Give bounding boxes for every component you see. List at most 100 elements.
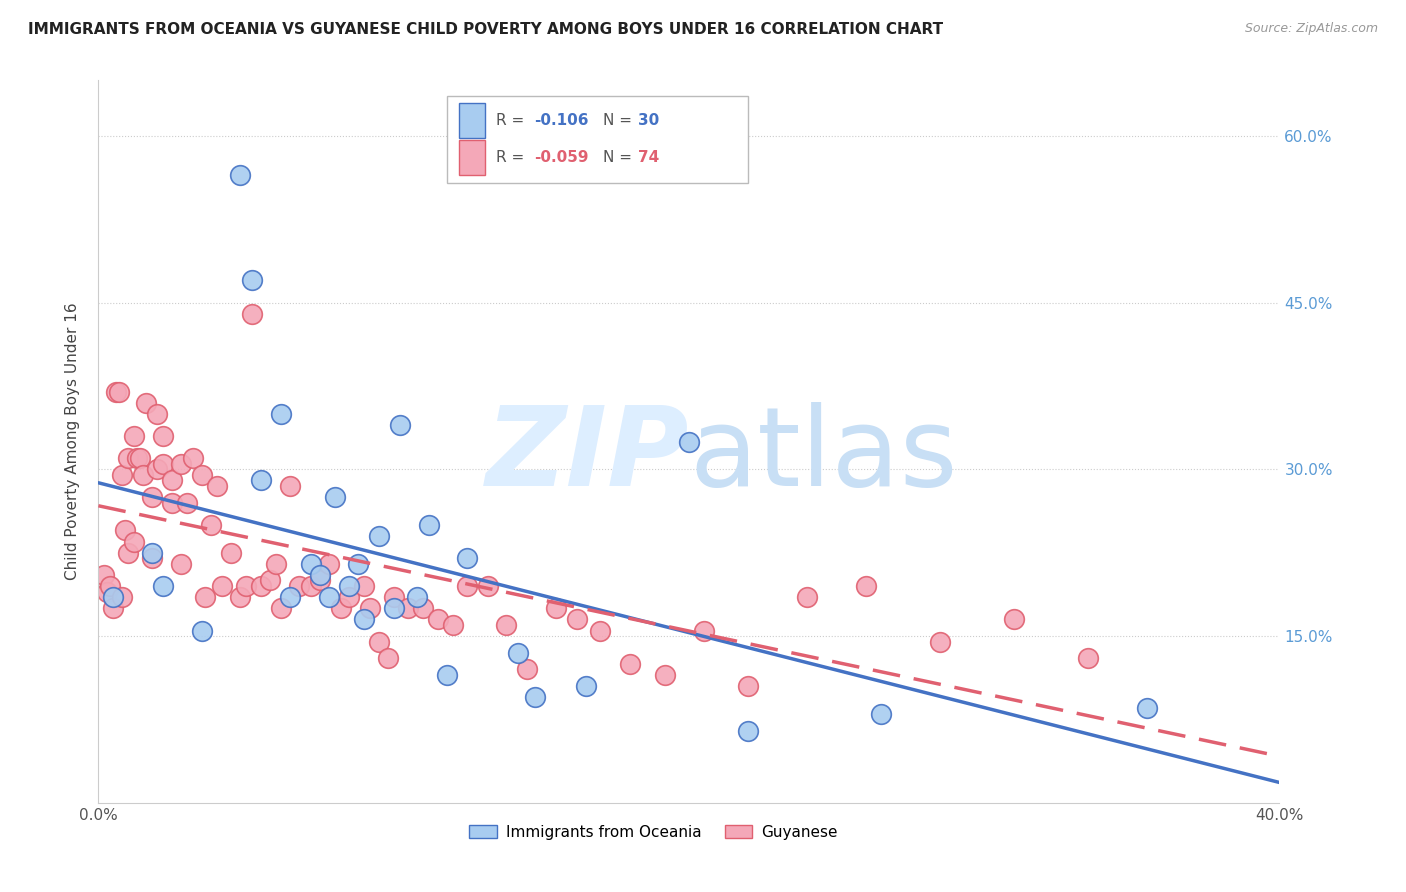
Guyanese: [288, 579, 311, 593]
Guyanese: [103, 601, 125, 615]
Guyanese: [359, 601, 381, 615]
Guyanese: [309, 574, 332, 588]
Guyanese: [589, 624, 612, 638]
Immigrants from Oceania: [103, 590, 125, 604]
Immigrants from Oceania: [388, 417, 411, 432]
Guyanese: [457, 579, 479, 593]
Text: 30: 30: [638, 113, 659, 128]
Guyanese: [299, 579, 322, 593]
Guyanese: [477, 579, 499, 593]
Guyanese: [122, 429, 145, 443]
Immigrants from Oceania: [457, 551, 479, 566]
Guyanese: [128, 451, 150, 466]
Guyanese: [181, 451, 204, 466]
Guyanese: [93, 568, 115, 582]
Guyanese: [132, 467, 155, 482]
Immigrants from Oceania: [368, 529, 391, 543]
Immigrants from Oceania: [418, 517, 440, 532]
Text: IMMIGRANTS FROM OCEANIA VS GUYANESE CHILD POVERTY AMONG BOYS UNDER 16 CORRELATIO: IMMIGRANTS FROM OCEANIA VS GUYANESE CHIL…: [28, 22, 943, 37]
Immigrants from Oceania: [339, 579, 361, 593]
Immigrants from Oceania: [737, 723, 759, 738]
Guyanese: [855, 579, 877, 593]
Guyanese: [619, 657, 641, 671]
Guyanese: [737, 679, 759, 693]
Guyanese: [170, 557, 193, 571]
Guyanese: [105, 384, 128, 399]
Immigrants from Oceania: [524, 690, 547, 705]
Guyanese: [693, 624, 716, 638]
Guyanese: [516, 662, 538, 676]
Guyanese: [229, 590, 252, 604]
Guyanese: [339, 590, 361, 604]
Immigrants from Oceania: [280, 590, 302, 604]
Guyanese: [141, 551, 163, 566]
Immigrants from Oceania: [309, 568, 332, 582]
FancyBboxPatch shape: [458, 140, 485, 175]
Guyanese: [135, 395, 157, 409]
Immigrants from Oceania: [870, 706, 893, 721]
Guyanese: [270, 601, 292, 615]
Guyanese: [191, 467, 214, 482]
Guyanese: [654, 668, 676, 682]
Guyanese: [259, 574, 281, 588]
Text: -0.106: -0.106: [534, 113, 589, 128]
Text: atlas: atlas: [689, 402, 957, 509]
Guyanese: [264, 557, 287, 571]
Text: ZIP: ZIP: [485, 402, 689, 509]
Legend: Immigrants from Oceania, Guyanese: Immigrants from Oceania, Guyanese: [463, 819, 844, 846]
Guyanese: [114, 524, 136, 538]
Guyanese: [565, 612, 588, 626]
Guyanese: [141, 490, 163, 504]
Guyanese: [211, 579, 233, 593]
Guyanese: [117, 451, 139, 466]
Guyanese: [929, 634, 952, 648]
Guyanese: [146, 407, 169, 421]
Immigrants from Oceania: [506, 646, 529, 660]
Immigrants from Oceania: [240, 273, 263, 287]
Guyanese: [162, 474, 183, 488]
Guyanese: [353, 579, 375, 593]
Guyanese: [546, 601, 568, 615]
Guyanese: [495, 618, 517, 632]
FancyBboxPatch shape: [447, 96, 748, 183]
Guyanese: [427, 612, 450, 626]
Immigrants from Oceania: [406, 590, 429, 604]
Text: R =: R =: [496, 150, 530, 165]
Immigrants from Oceania: [318, 590, 340, 604]
Guyanese: [117, 546, 139, 560]
Guyanese: [146, 462, 169, 476]
Immigrants from Oceania: [152, 579, 174, 593]
Immigrants from Oceania: [353, 612, 375, 626]
Immigrants from Oceania: [299, 557, 322, 571]
Text: 74: 74: [638, 150, 659, 165]
Guyanese: [170, 457, 193, 471]
Immigrants from Oceania: [270, 407, 292, 421]
FancyBboxPatch shape: [458, 103, 485, 138]
Guyanese: [194, 590, 217, 604]
Immigrants from Oceania: [250, 474, 273, 488]
Immigrants from Oceania: [1136, 701, 1159, 715]
Guyanese: [382, 590, 405, 604]
Guyanese: [98, 579, 121, 593]
Immigrants from Oceania: [191, 624, 214, 638]
Guyanese: [441, 618, 464, 632]
Guyanese: [240, 307, 263, 321]
Guyanese: [280, 479, 302, 493]
Guyanese: [398, 601, 420, 615]
Guyanese: [122, 534, 145, 549]
Guyanese: [318, 557, 340, 571]
Guyanese: [329, 601, 352, 615]
Guyanese: [125, 451, 148, 466]
Immigrants from Oceania: [382, 601, 405, 615]
Immigrants from Oceania: [347, 557, 370, 571]
Guyanese: [200, 517, 222, 532]
Guyanese: [1077, 651, 1099, 665]
Text: N =: N =: [603, 150, 637, 165]
Guyanese: [96, 584, 118, 599]
Immigrants from Oceania: [229, 168, 252, 182]
Immigrants from Oceania: [575, 679, 598, 693]
Guyanese: [368, 634, 391, 648]
Guyanese: [111, 590, 134, 604]
Guyanese: [412, 601, 434, 615]
Text: -0.059: -0.059: [534, 150, 589, 165]
